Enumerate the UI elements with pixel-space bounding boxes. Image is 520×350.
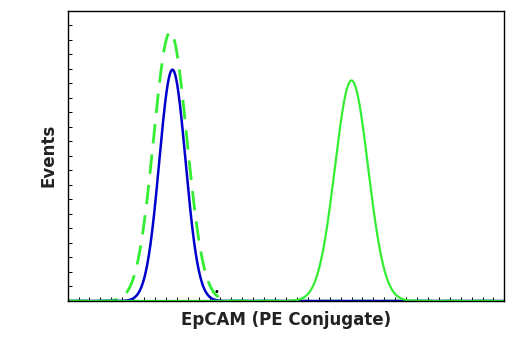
- X-axis label: EpCAM (PE Conjugate): EpCAM (PE Conjugate): [181, 312, 391, 329]
- Text: •: •: [213, 287, 219, 296]
- Y-axis label: Events: Events: [39, 124, 57, 187]
